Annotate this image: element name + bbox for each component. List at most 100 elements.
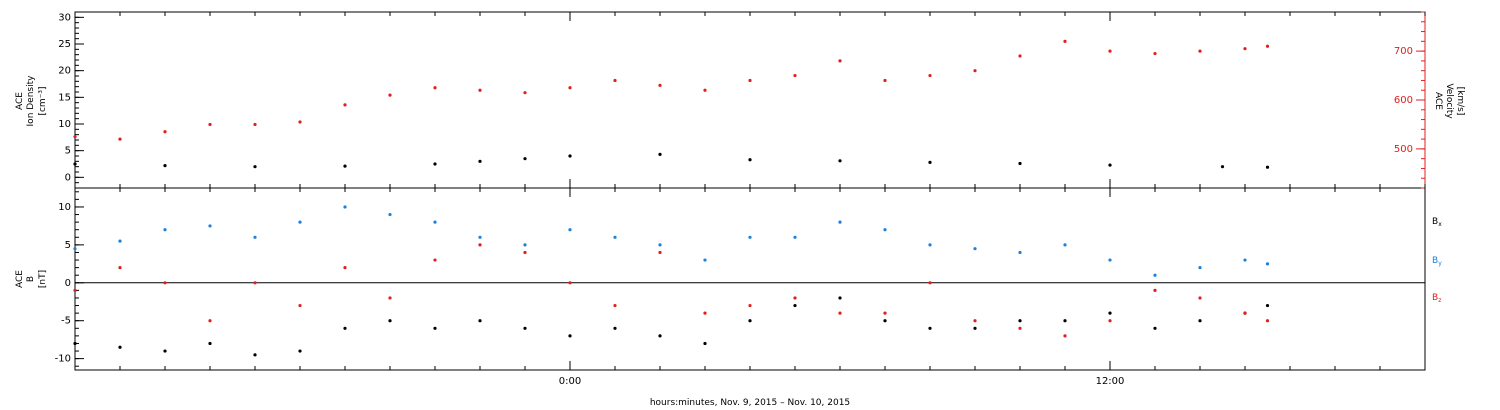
field-tick-label: 5	[65, 240, 71, 251]
bx-point	[1153, 326, 1157, 330]
top-panel	[74, 11, 1426, 189]
by-point	[793, 235, 797, 239]
bz-point	[523, 250, 527, 255]
bz-point	[1265, 319, 1270, 323]
svg-text:By: By	[1432, 256, 1442, 267]
bx-point	[343, 326, 347, 330]
bz-point	[478, 243, 482, 247]
series-bx	[73, 296, 1270, 357]
velocity-point	[163, 130, 167, 134]
bx-point	[523, 326, 527, 330]
legend-bx: Bx	[1432, 217, 1442, 228]
velocity-point	[928, 73, 932, 78]
velocity-ylabel-line3: [km/s]	[1455, 87, 1465, 116]
bz-point	[343, 266, 347, 270]
density-point	[928, 160, 932, 164]
velocity-axis: 500 600 700	[1394, 11, 1426, 189]
velocity-ylabel-line2: Velocity	[1444, 83, 1454, 119]
by-point	[208, 224, 212, 228]
field-tick-label: 10	[58, 202, 71, 213]
bx-point	[703, 341, 707, 346]
series-density	[73, 152, 1270, 169]
bz-point	[568, 281, 572, 285]
bz-point	[703, 311, 707, 315]
bz-point	[973, 319, 977, 323]
field-ylabel-line2: B	[26, 276, 36, 282]
bottom-panel-frame	[74, 187, 1426, 371]
velocity-point	[1265, 44, 1270, 48]
density-ylabel-line2: Ion Density	[26, 75, 36, 127]
velocity-point	[118, 137, 122, 141]
by-point	[1243, 258, 1247, 262]
velocity-point	[1153, 51, 1157, 56]
by-point	[1153, 273, 1157, 277]
bx-point	[613, 326, 617, 330]
bx-point	[1198, 319, 1202, 323]
svg-text:Bx: Bx	[1432, 217, 1442, 228]
by-point	[478, 235, 482, 239]
density-tick-label: 20	[58, 66, 71, 77]
field-ylabel-line1: ACE	[15, 270, 25, 288]
by-point	[118, 239, 122, 243]
velocity-point	[1243, 47, 1247, 51]
velocity-point	[478, 88, 482, 92]
bz-point	[118, 266, 122, 270]
bz-point	[793, 296, 797, 300]
density-tick-label: 25	[58, 39, 71, 50]
bz-point	[1153, 288, 1157, 292]
velocity-point	[253, 122, 257, 127]
bx-point	[793, 303, 797, 308]
density-point	[1265, 165, 1270, 169]
density-tick-label: 0	[65, 172, 71, 183]
density-point	[163, 164, 167, 168]
velocity-point	[793, 73, 797, 78]
density-tick-label: 5	[65, 146, 71, 157]
density-point	[658, 152, 662, 156]
bx-point	[838, 296, 842, 300]
x-tick-label: 0:00	[559, 376, 581, 387]
by-point	[73, 247, 77, 251]
bx-point	[478, 319, 482, 323]
bottom-panel	[74, 187, 1426, 371]
by-point	[163, 228, 167, 232]
bz-point	[253, 281, 257, 285]
density-point	[1108, 163, 1112, 167]
density-ylabel-line1: ACE	[15, 92, 25, 110]
bz-point	[658, 250, 662, 255]
svg-text:Bz: Bz	[1432, 293, 1441, 304]
velocity-point	[343, 103, 347, 107]
bx-point	[748, 319, 752, 323]
density-point	[1220, 165, 1225, 169]
bz-point	[1063, 334, 1067, 338]
by-point	[523, 243, 527, 247]
data-series	[73, 39, 1270, 357]
bz-point	[433, 258, 437, 262]
bz-point	[163, 281, 167, 285]
velocity-point	[73, 135, 77, 139]
bx-point	[973, 326, 977, 330]
series-by	[73, 205, 1270, 277]
velocity-point	[613, 78, 617, 83]
bx-point	[118, 345, 122, 349]
bx-point	[568, 334, 572, 338]
bx-point	[253, 353, 257, 357]
velocity-point	[973, 69, 977, 73]
bx-point	[208, 341, 212, 346]
x-axis-title: hours:minutes, Nov. 9, 2015 – Nov. 10, 2…	[650, 398, 850, 408]
bx-point	[388, 319, 392, 323]
velocity-ylabel-line1: ACE	[1433, 92, 1443, 110]
by-point	[253, 235, 257, 239]
bx-point	[1063, 319, 1067, 323]
legend-bz-sub: z	[1438, 297, 1441, 304]
by-point	[658, 243, 662, 247]
legend-bx-sub: x	[1438, 221, 1442, 228]
velocity-point	[298, 120, 302, 124]
density-point	[748, 158, 752, 162]
velocity-tick-label: 700	[1394, 46, 1413, 57]
density-point	[838, 159, 842, 163]
velocity-point	[1018, 54, 1022, 58]
velocity-point	[1108, 49, 1112, 53]
by-point	[838, 220, 842, 224]
density-ylabel-line3: [cm⁻³]	[38, 86, 48, 115]
field-tick-label: 0	[65, 278, 71, 289]
